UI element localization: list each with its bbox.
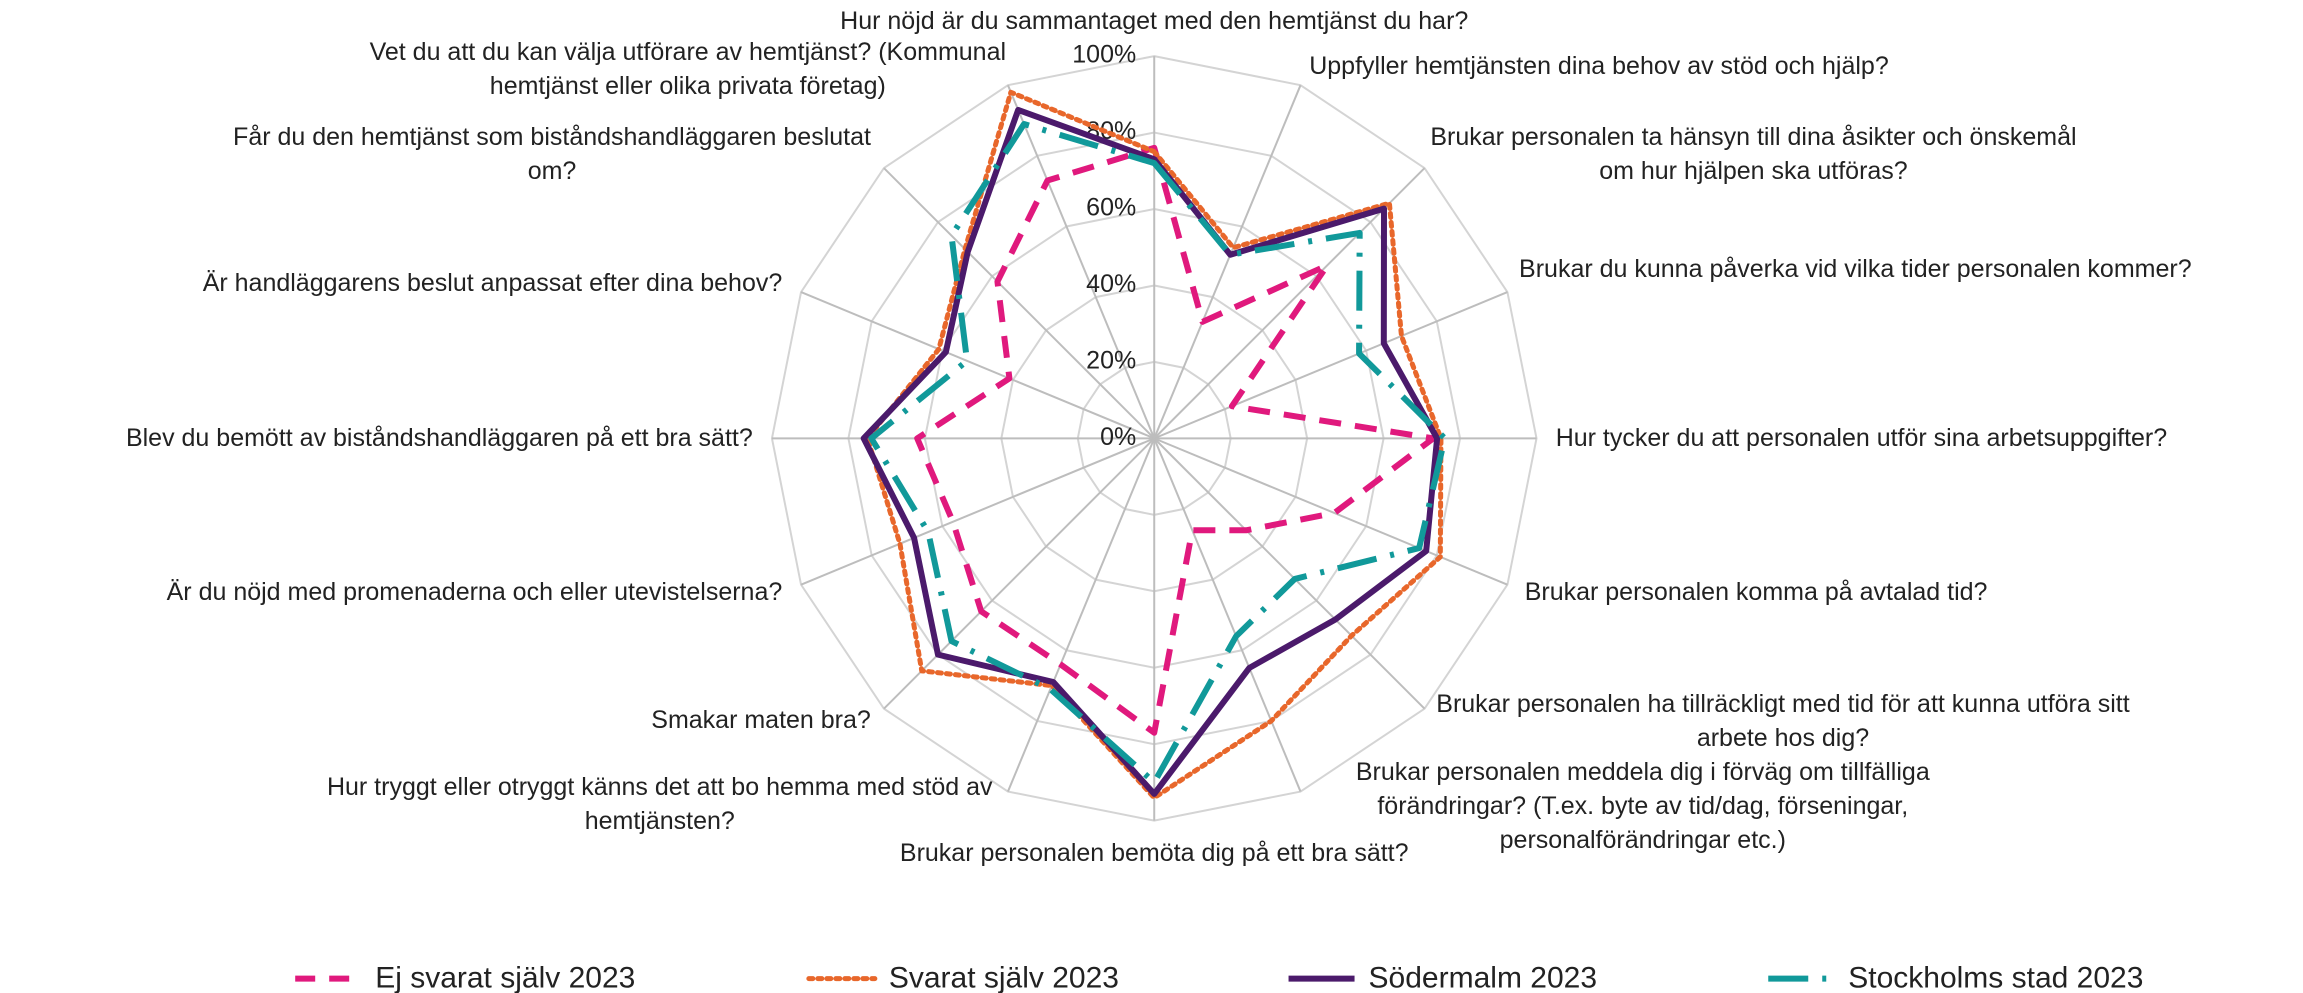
spoke — [800, 291, 1155, 440]
legend-label: Stockholms stad 2023 — [1848, 962, 2143, 993]
spoke — [1153, 437, 1426, 710]
spoke — [800, 437, 1155, 586]
category-label: Brukar personalen komma på avtalad tid? — [1524, 577, 1988, 606]
series-line — [865, 89, 1444, 801]
legend-label: Ej svarat själv 2023 — [375, 962, 635, 993]
category-label: Brukar personalen bemöta dig på ett bra … — [899, 839, 1409, 868]
category-label: Brukar personalen ta hänsyn till dina ås… — [1430, 123, 2077, 186]
spoke — [883, 437, 1155, 710]
series-line — [868, 121, 1448, 786]
category-label: Blev du bemött av biståndshandläggaren p… — [125, 424, 753, 453]
tick-label: 0% — [1100, 423, 1136, 451]
category-label: Är handläggarens beslut anpassat efter d… — [202, 269, 783, 298]
category-label: Brukar personalen ha tillräckligt med ti… — [1436, 690, 2130, 753]
category-label: Vet du att du kan välja utförare av hemt… — [369, 37, 1007, 100]
tick-label: 20% — [1086, 347, 1136, 375]
spoke — [1153, 167, 1426, 440]
legend-label: Södermalm 2023 — [1369, 962, 1597, 993]
spoke — [1007, 437, 1156, 792]
category-label: Hur tryggt eller otryggt känns det att b… — [326, 772, 993, 835]
tick-label: 40% — [1086, 270, 1136, 298]
series-line — [914, 144, 1437, 736]
legend-label: Svarat själv 2023 — [889, 962, 1119, 993]
tick-label: 100% — [1072, 41, 1136, 69]
spoke — [1153, 291, 1508, 440]
category-label: Hur nöjd är du sammantaget med den hemtj… — [840, 6, 1469, 35]
category-label: Uppfyller hemtjänsten dina behov av stöd… — [1309, 52, 1889, 81]
spoke — [1007, 84, 1156, 439]
spoke — [883, 167, 1155, 440]
category-label: Brukar personalen meddela dig i förväg o… — [1355, 757, 1930, 854]
category-label: Brukar du kunna påverka vid vilka tider … — [1519, 254, 2192, 283]
category-label: Hur tycker du att personalen utför sina … — [1555, 424, 2168, 453]
spoke — [1153, 437, 1508, 586]
series-line — [860, 106, 1441, 797]
spoke — [1153, 437, 1302, 792]
category-label: Smakar maten bra? — [651, 706, 871, 735]
category-label: Får du den hemtjänst som biståndshandläg… — [233, 123, 871, 186]
spoke — [1153, 84, 1302, 439]
tick-label: 60% — [1086, 194, 1136, 222]
category-label: Är du nöjd med promenaderna och eller ut… — [166, 577, 783, 606]
